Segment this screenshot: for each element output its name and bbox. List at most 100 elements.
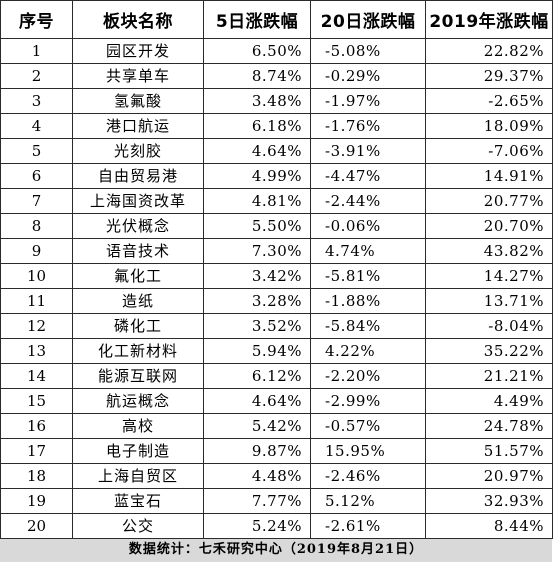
cell-sector-name[interactable]: 电子制造 <box>72 438 204 464</box>
cell-20day-change[interactable]: -2.20% <box>310 363 426 389</box>
cell-5day-change[interactable]: 5.42% <box>203 413 311 439</box>
cell-2019-change[interactable]: 20.97% <box>425 463 553 489</box>
cell-5day-change[interactable]: 6.18% <box>203 113 311 139</box>
cell-2019-change[interactable]: -7.06% <box>425 138 553 164</box>
cell-20day-change[interactable]: -2.61% <box>310 513 426 539</box>
cell-2019-change[interactable]: 51.57% <box>425 438 553 464</box>
cell-5day-change[interactable]: 3.42% <box>203 263 311 289</box>
cell-sector-name[interactable]: 自由贸易港 <box>72 163 204 189</box>
cell-sector-name[interactable]: 磷化工 <box>72 313 204 339</box>
cell-5day-change[interactable]: 7.77% <box>203 488 311 514</box>
cell-seq[interactable]: 4 <box>0 113 73 139</box>
cell-2019-change[interactable]: -8.04% <box>425 313 553 339</box>
cell-seq[interactable]: 8 <box>0 213 73 239</box>
cell-seq[interactable]: 1 <box>0 38 73 64</box>
cell-5day-change[interactable]: 4.81% <box>203 188 311 214</box>
cell-seq[interactable]: 15 <box>0 388 73 414</box>
cell-seq[interactable]: 20 <box>0 513 73 539</box>
cell-seq[interactable]: 2 <box>0 63 73 89</box>
cell-5day-change[interactable]: 3.28% <box>203 288 311 314</box>
cell-5day-change[interactable]: 6.12% <box>203 363 311 389</box>
cell-20day-change[interactable]: -2.46% <box>310 463 426 489</box>
cell-20day-change[interactable]: -1.76% <box>310 113 426 139</box>
cell-sector-name[interactable]: 公交 <box>72 513 204 539</box>
cell-sector-name[interactable]: 造纸 <box>72 288 204 314</box>
cell-2019-change[interactable]: 18.09% <box>425 113 553 139</box>
cell-seq[interactable]: 19 <box>0 488 73 514</box>
cell-20day-change[interactable]: 5.12% <box>310 488 426 514</box>
header-5day-change[interactable]: 5日涨跌幅 <box>203 0 311 39</box>
header-20day-change[interactable]: 20日涨跌幅 <box>310 0 426 39</box>
cell-seq[interactable]: 9 <box>0 238 73 264</box>
cell-5day-change[interactable]: 4.99% <box>203 163 311 189</box>
cell-20day-change[interactable]: -2.44% <box>310 188 426 214</box>
cell-seq[interactable]: 16 <box>0 413 73 439</box>
cell-5day-change[interactable]: 6.50% <box>203 38 311 64</box>
cell-5day-change[interactable]: 5.50% <box>203 213 311 239</box>
header-seq[interactable]: 序号 <box>0 0 73 39</box>
cell-2019-change[interactable]: 43.82% <box>425 238 553 264</box>
cell-5day-change[interactable]: 7.30% <box>203 238 311 264</box>
cell-2019-change[interactable]: 4.49% <box>425 388 553 414</box>
cell-20day-change[interactable]: 4.22% <box>310 338 426 364</box>
cell-sector-name[interactable]: 高校 <box>72 413 204 439</box>
cell-sector-name[interactable]: 上海自贸区 <box>72 463 204 489</box>
cell-2019-change[interactable]: -2.65% <box>425 88 553 114</box>
cell-20day-change[interactable]: -5.08% <box>310 38 426 64</box>
cell-5day-change[interactable]: 3.48% <box>203 88 311 114</box>
cell-sector-name[interactable]: 航运概念 <box>72 388 204 414</box>
cell-seq[interactable]: 13 <box>0 338 73 364</box>
cell-seq[interactable]: 11 <box>0 288 73 314</box>
cell-5day-change[interactable]: 8.74% <box>203 63 311 89</box>
cell-sector-name[interactable]: 光伏概念 <box>72 213 204 239</box>
cell-2019-change[interactable]: 21.21% <box>425 363 553 389</box>
cell-sector-name[interactable]: 蓝宝石 <box>72 488 204 514</box>
cell-20day-change[interactable]: -2.99% <box>310 388 426 414</box>
cell-seq[interactable]: 18 <box>0 463 73 489</box>
cell-2019-change[interactable]: 13.71% <box>425 288 553 314</box>
cell-2019-change[interactable]: 24.78% <box>425 413 553 439</box>
cell-seq[interactable]: 5 <box>0 138 73 164</box>
cell-20day-change[interactable]: 15.95% <box>310 438 426 464</box>
cell-20day-change[interactable]: -0.57% <box>310 413 426 439</box>
cell-20day-change[interactable]: -1.97% <box>310 88 426 114</box>
cell-2019-change[interactable]: 14.27% <box>425 263 553 289</box>
cell-sector-name[interactable]: 港口航运 <box>72 113 204 139</box>
cell-5day-change[interactable]: 3.52% <box>203 313 311 339</box>
cell-seq[interactable]: 17 <box>0 438 73 464</box>
cell-sector-name[interactable]: 上海国资改革 <box>72 188 204 214</box>
cell-2019-change[interactable]: 22.82% <box>425 38 553 64</box>
cell-20day-change[interactable]: -0.06% <box>310 213 426 239</box>
cell-5day-change[interactable]: 5.24% <box>203 513 311 539</box>
header-2019-change[interactable]: 2019年涨跌幅 <box>425 0 553 39</box>
cell-2019-change[interactable]: 14.91% <box>425 163 553 189</box>
cell-2019-change[interactable]: 8.44% <box>425 513 553 539</box>
cell-5day-change[interactable]: 4.64% <box>203 138 311 164</box>
cell-20day-change[interactable]: 4.74% <box>310 238 426 264</box>
cell-seq[interactable]: 7 <box>0 188 73 214</box>
cell-20day-change[interactable]: -3.91% <box>310 138 426 164</box>
cell-20day-change[interactable]: -4.47% <box>310 163 426 189</box>
cell-sector-name[interactable]: 语音技术 <box>72 238 204 264</box>
cell-seq[interactable]: 14 <box>0 363 73 389</box>
cell-seq[interactable]: 3 <box>0 88 73 114</box>
cell-2019-change[interactable]: 35.22% <box>425 338 553 364</box>
cell-sector-name[interactable]: 光刻胶 <box>72 138 204 164</box>
cell-seq[interactable]: 6 <box>0 163 73 189</box>
cell-sector-name[interactable]: 园区开发 <box>72 38 204 64</box>
cell-5day-change[interactable]: 5.94% <box>203 338 311 364</box>
cell-20day-change[interactable]: -5.81% <box>310 263 426 289</box>
cell-20day-change[interactable]: -1.88% <box>310 288 426 314</box>
cell-sector-name[interactable]: 氢氟酸 <box>72 88 204 114</box>
cell-sector-name[interactable]: 氟化工 <box>72 263 204 289</box>
cell-5day-change[interactable]: 4.48% <box>203 463 311 489</box>
header-sector-name[interactable]: 板块名称 <box>72 0 204 39</box>
cell-seq[interactable]: 10 <box>0 263 73 289</box>
cell-2019-change[interactable]: 29.37% <box>425 63 553 89</box>
cell-20day-change[interactable]: -0.29% <box>310 63 426 89</box>
cell-2019-change[interactable]: 20.77% <box>425 188 553 214</box>
cell-seq[interactable]: 12 <box>0 313 73 339</box>
cell-5day-change[interactable]: 4.64% <box>203 388 311 414</box>
cell-sector-name[interactable]: 共享单车 <box>72 63 204 89</box>
cell-2019-change[interactable]: 20.70% <box>425 213 553 239</box>
